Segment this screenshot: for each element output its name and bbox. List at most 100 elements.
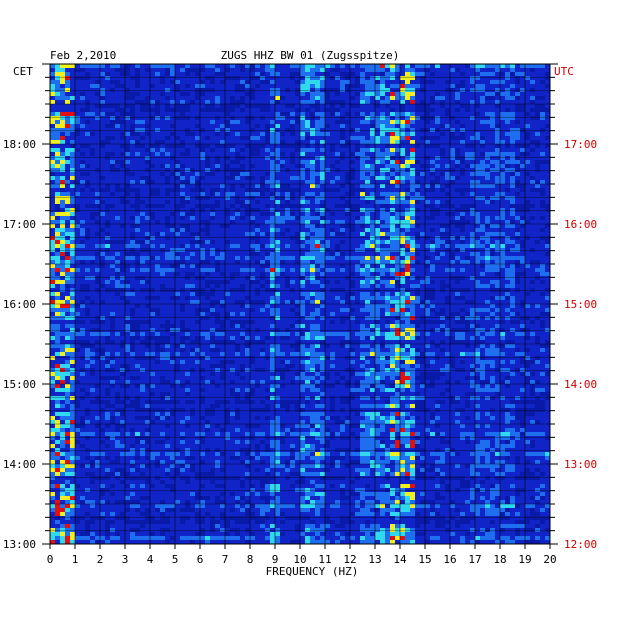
spectrogram-cell xyxy=(390,240,395,244)
spectrogram-cell xyxy=(400,412,405,416)
spectrogram-cell xyxy=(525,316,530,320)
spectrogram-cell xyxy=(100,440,105,444)
spectrogram-cell xyxy=(385,192,390,196)
spectrogram-cell xyxy=(295,108,300,112)
spectrogram-cell xyxy=(315,200,320,204)
spectrogram-cell xyxy=(60,168,65,172)
spectrogram-cell xyxy=(160,500,165,504)
spectrogram-cell xyxy=(480,380,485,384)
spectrogram-cell xyxy=(245,80,250,84)
spectrogram-cell xyxy=(130,400,135,404)
spectrogram-cell xyxy=(215,448,220,452)
spectrogram-cell xyxy=(205,308,210,312)
spectrogram-cell xyxy=(140,448,145,452)
spectrogram-cell xyxy=(350,160,355,164)
spectrogram-cell xyxy=(475,284,480,288)
spectrogram-cell xyxy=(285,212,290,216)
spectrogram-cell xyxy=(105,184,110,188)
spectrogram-cell xyxy=(510,372,515,376)
spectrogram-cell xyxy=(55,96,60,100)
spectrogram-cell xyxy=(130,332,135,336)
spectrogram-cell xyxy=(185,452,190,456)
spectrogram-cell xyxy=(125,364,130,368)
spectrogram-cell xyxy=(380,404,385,408)
spectrogram-cell xyxy=(350,224,355,228)
spectrogram-cell xyxy=(245,104,250,108)
spectrogram-cell xyxy=(300,88,305,92)
spectrogram-cell xyxy=(280,260,285,264)
spectrogram-cell xyxy=(335,176,340,180)
spectrogram-cell xyxy=(120,188,125,192)
spectrogram-cell xyxy=(255,368,260,372)
spectrogram-cell xyxy=(420,320,425,324)
spectrogram-cell xyxy=(425,128,430,132)
spectrogram-cell xyxy=(195,360,200,364)
spectrogram-cell xyxy=(85,312,90,316)
spectrogram-cell xyxy=(305,332,310,336)
spectrogram-cell xyxy=(210,404,215,408)
spectrogram-cell xyxy=(175,460,180,464)
spectrogram-cell xyxy=(350,128,355,132)
spectrogram-cell xyxy=(520,104,525,108)
spectrogram-cell xyxy=(390,384,395,388)
spectrogram-cell xyxy=(490,112,495,116)
spectrogram-cell xyxy=(365,68,370,72)
spectrogram-cell xyxy=(160,376,165,380)
spectrogram-cell xyxy=(305,424,310,428)
spectrogram-cell xyxy=(100,260,105,264)
spectrogram-cell xyxy=(500,320,505,324)
spectrogram-cell xyxy=(455,148,460,152)
spectrogram-cell xyxy=(310,504,315,508)
spectrogram-cell xyxy=(420,476,425,480)
spectrogram-cell xyxy=(445,108,450,112)
spectrogram-cell xyxy=(370,240,375,244)
spectrogram-cell xyxy=(475,488,480,492)
spectrogram-cell xyxy=(430,184,435,188)
spectrogram-cell xyxy=(145,428,150,432)
spectrogram-cell xyxy=(375,312,380,316)
spectrogram-cell xyxy=(355,188,360,192)
spectrogram-cell xyxy=(200,376,205,380)
spectrogram-cell xyxy=(405,96,410,100)
spectrogram-cell xyxy=(465,404,470,408)
spectrogram-cell xyxy=(65,100,70,104)
spectrogram-cell xyxy=(155,232,160,236)
spectrogram-cell xyxy=(265,496,270,500)
spectrogram-cell xyxy=(540,152,545,156)
spectrogram-cell xyxy=(70,500,75,504)
spectrogram-cell xyxy=(515,120,520,124)
spectrogram-cell xyxy=(455,136,460,140)
spectrogram-cell xyxy=(120,288,125,292)
spectrogram-cell xyxy=(545,76,550,80)
spectrogram-cell xyxy=(120,420,125,424)
spectrogram-cell xyxy=(165,108,170,112)
spectrogram-cell xyxy=(195,196,200,200)
spectrogram-cell xyxy=(370,260,375,264)
spectrogram-cell xyxy=(365,88,370,92)
spectrogram-cell xyxy=(65,248,70,252)
spectrogram-cell xyxy=(440,228,445,232)
spectrogram-cell xyxy=(390,96,395,100)
spectrogram-cell xyxy=(175,80,180,84)
spectrogram-cell xyxy=(305,88,310,92)
spectrogram-cell xyxy=(495,464,500,468)
spectrogram-cell xyxy=(400,280,405,284)
spectrogram-cell xyxy=(390,444,395,448)
spectrogram-cell xyxy=(305,316,310,320)
spectrogram-cell xyxy=(405,484,410,488)
spectrogram-cell xyxy=(530,400,535,404)
spectrogram-cell xyxy=(275,260,280,264)
spectrogram-cell xyxy=(75,192,80,196)
spectrogram-cell xyxy=(485,96,490,100)
spectrogram-cell xyxy=(465,400,470,404)
spectrogram-cell xyxy=(165,356,170,360)
spectrogram-cell xyxy=(150,244,155,248)
spectrogram-cell xyxy=(50,260,55,264)
spectrogram-cell xyxy=(235,196,240,200)
spectrogram-cell xyxy=(485,332,490,336)
spectrogram-cell xyxy=(540,408,545,412)
spectrogram-cell xyxy=(390,312,395,316)
spectrogram-cell xyxy=(380,280,385,284)
spectrogram-cell xyxy=(385,284,390,288)
spectrogram-cell xyxy=(290,104,295,108)
